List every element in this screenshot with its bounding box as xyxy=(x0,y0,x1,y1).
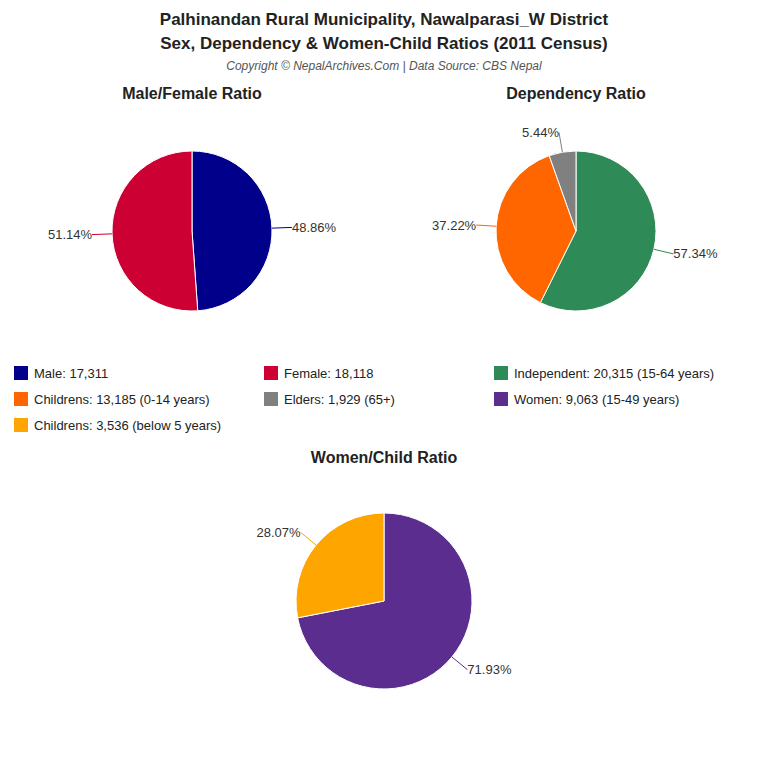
html-text:Male: 17,311: Male: 17,311 xyxy=(34,365,109,381)
html-text:Copyright © NepalArchives.Com: Copyright © NepalArchives.Com | Data Sou… xyxy=(226,59,542,73)
html-text:Sex, Dependency & Women-Child: Sex, Dependency & Women-Child Ratios (20… xyxy=(160,34,608,53)
html-text:Male/Female Ratio: Male/Female Ratio xyxy=(122,85,262,102)
svg-text:51.14%: 51.14% xyxy=(48,227,93,242)
svg-text:71.93%: 71.93% xyxy=(467,662,512,677)
svg-text:5.44%: 5.44% xyxy=(522,125,559,140)
svg-text:37.22%: 37.22% xyxy=(432,218,477,233)
html-text:Palhinandan Rural Municipality: Palhinandan Rural Municipality, Nawalpar… xyxy=(159,10,609,29)
html-text:Women/Child Ratio: Women/Child Ratio xyxy=(310,449,458,466)
html-text:Female: 18,118: Female: 18,118 xyxy=(284,365,374,381)
svg-text:28.07%: 28.07% xyxy=(257,525,302,540)
html-text:Independent: 20,315 (15-64 yea: Independent: 20,315 (15-64 years) xyxy=(514,365,715,381)
html-text:Dependency Ratio: Dependency Ratio xyxy=(506,85,646,102)
svg-text:57.34%: 57.34% xyxy=(673,246,718,261)
svg-text:48.86%: 48.86% xyxy=(292,220,337,235)
html-text:Childrens: 3,536 (below 5 year: Childrens: 3,536 (below 5 years) xyxy=(34,417,222,433)
html-text:Elders: 1,929 (65+): Elders: 1,929 (65+) xyxy=(284,391,395,407)
html-text:Childrens: 13,185 (0-14 years): Childrens: 13,185 (0-14 years) xyxy=(34,391,210,407)
html-text:Women: 9,063 (15-49 years): Women: 9,063 (15-49 years) xyxy=(514,391,680,407)
